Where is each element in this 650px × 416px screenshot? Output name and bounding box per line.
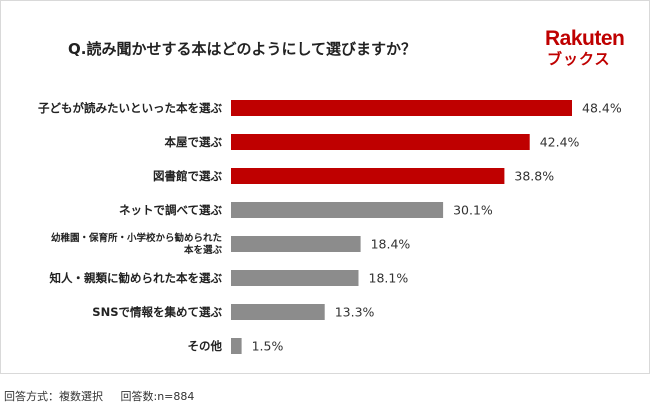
category-label-4: 幼稚園・保育所・小学校から勧められた本を選ぶ (51, 232, 223, 256)
bar-0 (231, 100, 572, 116)
category-label-7: その他 (188, 339, 223, 353)
bar-3 (231, 202, 444, 218)
value-label-5: 18.1% (369, 271, 409, 286)
category-label-0: 子どもが読みたいといった本を選ぶ (38, 101, 222, 115)
category-label-6: SNSで情報を集めて選ぶ (92, 305, 222, 319)
bar-2 (231, 168, 505, 184)
bar-group: 48.4% 子どもが読みたいといった本を選ぶ 42.4% 本屋で選ぶ 38.8% 図書館で… (38, 100, 622, 354)
footnote: 回答方式：複数選択 回答数:n=884 (4, 388, 208, 404)
bar-chart: 48.4% 子どもが読みたいといった本を選ぶ 42.4% 本屋で選ぶ 38.8% 図書館で… (38, 100, 622, 354)
value-label-4: 18.4% (371, 237, 411, 252)
bar-1 (231, 134, 530, 150)
logo-wordmark: Rakuten (545, 27, 625, 50)
category-label-5: 知人・親類に勧められた本を選ぶ (49, 271, 223, 285)
category-label-2: 図書館で選ぶ (153, 169, 222, 183)
value-label-3: 30.1% (453, 203, 493, 218)
value-label-7: 1.5% (252, 339, 284, 354)
bar-4 (231, 236, 361, 252)
value-label-6: 13.3% (335, 305, 375, 320)
bar-5 (231, 270, 359, 286)
category-label-3: ネットで調べて選ぶ (119, 203, 223, 217)
answer-count: 回答数:n=884 (120, 390, 195, 403)
logo-subtitle: ブックス (547, 50, 611, 68)
value-label-1: 42.4% (540, 135, 580, 150)
chart-title: Q.読み聞かせする本はどのようにして選びますか？ (68, 40, 417, 58)
bar-6 (231, 304, 325, 320)
answer-method: 回答方式：複数選択 (4, 390, 103, 403)
bar-7 (231, 338, 242, 354)
chart-card: Q.読み聞かせする本はどのようにして選びますか？ Rakuten ブックス (0, 0, 650, 374)
value-label-0: 48.4% (582, 101, 622, 116)
category-label-1: 本屋で選ぶ (165, 135, 223, 149)
rakuten-books-logo: Rakuten ブックス (545, 27, 637, 69)
value-label-2: 38.8% (514, 169, 554, 184)
